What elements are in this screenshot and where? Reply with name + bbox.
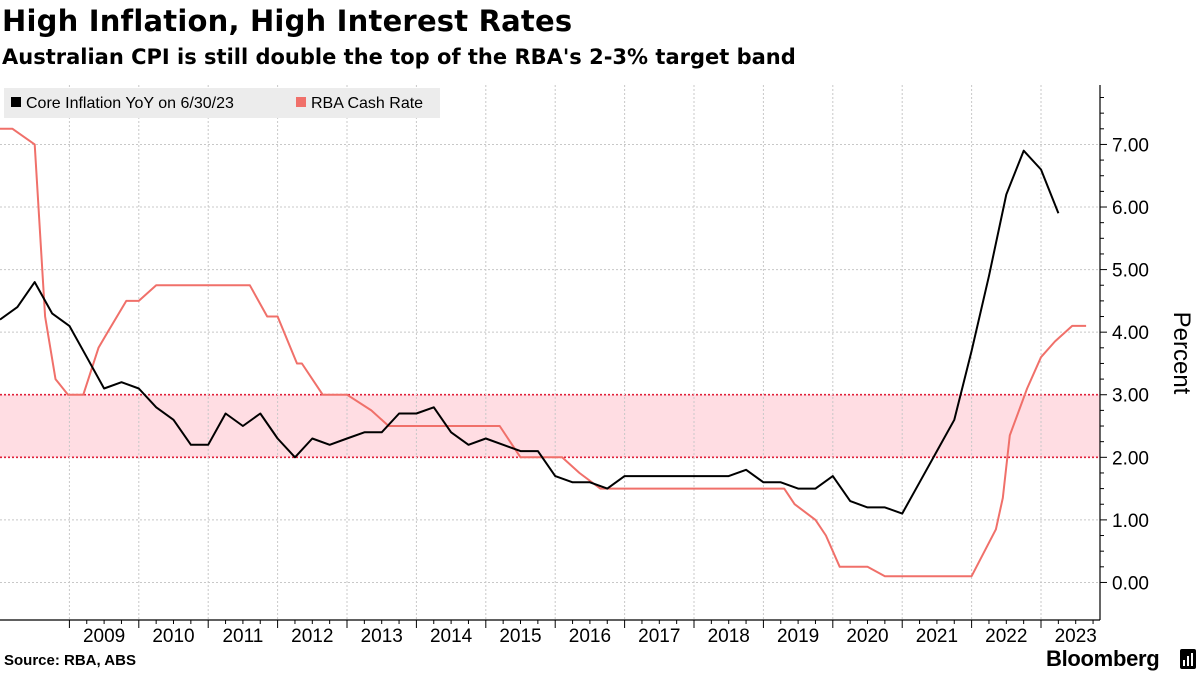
gridlines	[0, 85, 1100, 620]
x-tick-label: 2012	[291, 626, 333, 647]
chart-title: High Inflation, High Interest Rates	[2, 4, 573, 38]
x-tick-label: 2022	[985, 626, 1027, 647]
y-tick-label: 1.00	[1112, 511, 1149, 532]
series-lines	[0, 127, 1087, 578]
x-tick-label: 2015	[499, 626, 541, 647]
y-tick-label: 5.00	[1112, 261, 1149, 282]
chart-subtitle: Australian CPI is still double the top o…	[2, 45, 796, 69]
y-tick-label: 7.00	[1112, 135, 1149, 156]
bloomberg-logo: Bloomberg	[1046, 646, 1160, 671]
legend-swatch-core-inflation	[11, 97, 21, 107]
y-axis-label: Percent	[1168, 312, 1195, 395]
bloomberg-terminal-icon	[1180, 649, 1196, 669]
series-line-cash-rate	[0, 127, 1087, 578]
legend-background	[4, 88, 440, 118]
x-axis: 2009 2010 2011 2012 2013 2014 2015 2016 2017 2018…	[0, 619, 1100, 647]
x-tick-label: 2020	[846, 626, 888, 647]
source-note: Source: RBA, ABS	[4, 652, 136, 669]
legend-swatch-cash-rate	[296, 97, 306, 107]
x-tick-label: 2023	[1055, 626, 1097, 647]
x-tick-label: 2016	[569, 626, 611, 647]
x-tick-label: 2018	[708, 626, 750, 647]
x-tick-label: 2021	[916, 626, 958, 647]
legend-label-core-inflation: Core Inflation YoY on 6/30/23	[26, 95, 234, 112]
x-tick-label: 2014	[430, 626, 473, 647]
y-tick-label: 6.00	[1112, 198, 1149, 219]
legend: Core Inflation YoY on 6/30/23 RBA Cash R…	[4, 88, 440, 118]
legend-label-cash-rate: RBA Cash Rate	[311, 95, 423, 112]
target-band	[0, 394, 1100, 458]
y-tick-label: 4.00	[1112, 323, 1149, 344]
x-tick-label: 2017	[638, 626, 680, 647]
x-tick-label: 2019	[777, 626, 819, 647]
x-tick-label: 2009	[83, 626, 125, 647]
y-axis: 0.00 1.00 2.00 3.00 4.00 5.00 6.00 7.00	[1099, 85, 1149, 620]
y-tick-label: 0.00	[1112, 573, 1149, 594]
x-tick-label: 2011	[222, 626, 263, 647]
y-tick-label: 3.00	[1112, 386, 1149, 407]
series-line-core-inflation	[0, 149, 1060, 515]
x-tick-label: 2010	[152, 626, 194, 647]
x-tick-label: 2013	[361, 626, 403, 647]
y-tick-label: 2.00	[1112, 448, 1149, 469]
